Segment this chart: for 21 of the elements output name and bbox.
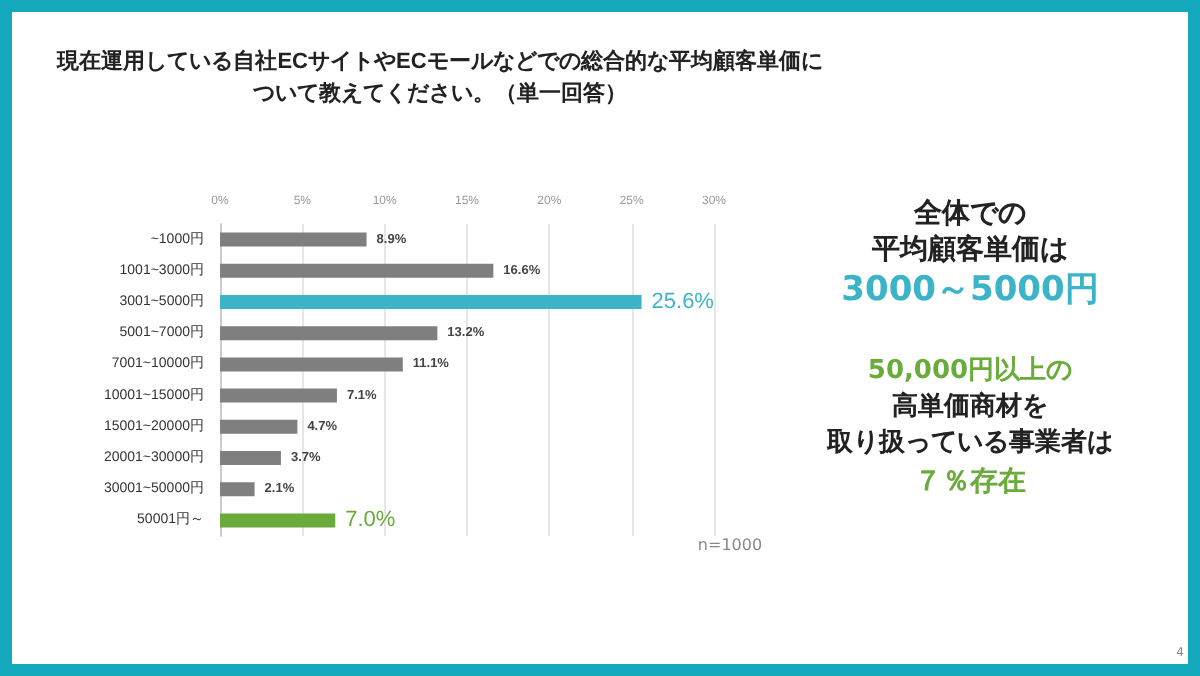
text: 高単価商材を [890,392,1050,426]
annotation: n=1000 [695,536,765,557]
text: 3000～5000円 [839,268,1101,313]
bar [220,232,367,247]
text: 取り扱っている事業者は [824,428,1115,462]
bar [220,419,298,434]
bar [220,513,336,528]
bar [220,357,403,372]
bar [220,482,255,497]
bar [220,451,281,465]
data-label: 7.0% [345,508,396,533]
bar [220,326,438,341]
text: 全体での [912,196,1028,233]
text: ７％存在 [912,464,1028,501]
bar [220,388,337,403]
bar [220,295,642,309]
chart-title: 現在運用している自社ECサイトやECモールなどでの総合的な平均顧客単価について教えてください。（単一回答） [55,48,823,106]
text: 平均顧客単価は [870,232,1070,269]
bar [220,263,494,278]
data-label: 25.6% [651,290,715,314]
text: 50,000円以上の [865,356,1075,390]
